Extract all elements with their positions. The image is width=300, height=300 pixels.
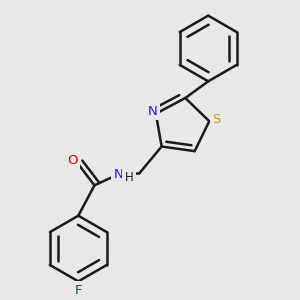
Text: N: N xyxy=(113,168,123,181)
Text: F: F xyxy=(75,284,82,297)
Text: S: S xyxy=(213,113,221,126)
Text: H: H xyxy=(124,171,133,184)
Text: O: O xyxy=(68,154,78,167)
Text: N: N xyxy=(148,105,158,118)
